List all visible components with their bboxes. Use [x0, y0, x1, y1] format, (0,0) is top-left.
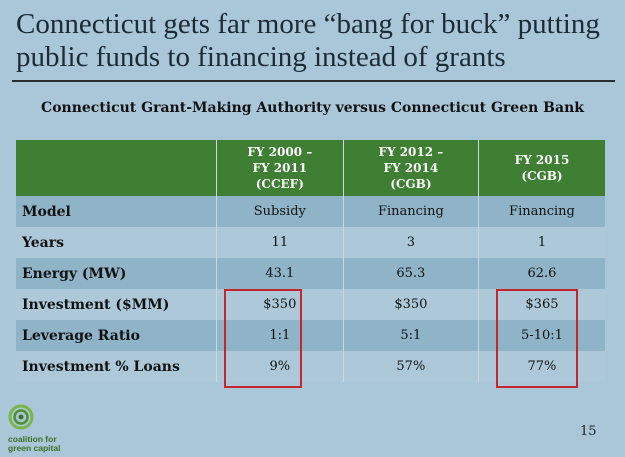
- table-row-investment: Investment ($MM) $350 $350 $365: [16, 289, 605, 320]
- table-header-row: FY 2000 – FY 2011 (CCEF) FY 2012 – FY 20…: [16, 140, 605, 196]
- table-row-energy: Energy (MW) 43.1 65.3 62.6: [16, 258, 605, 289]
- row-label: Energy (MW): [16, 258, 217, 289]
- header-line: FY 2014: [383, 161, 439, 175]
- table-row-leverage: Leverage Ratio 1:1 5:1 5-10:1: [16, 320, 605, 351]
- header-line: (CGB): [521, 169, 563, 183]
- highlight-box-fy2015-column: [496, 289, 578, 388]
- table-cell: 5:1: [343, 320, 479, 351]
- header-cell-fy2012-2014: FY 2012 – FY 2014 (CGB): [343, 140, 479, 196]
- header-cell-fy2015: FY 2015 (CGB): [478, 140, 605, 196]
- table-cell: 5-10:1: [478, 320, 605, 351]
- row-label: Leverage Ratio: [16, 320, 217, 351]
- table-cell: $350: [343, 289, 479, 320]
- table-caption: Connecticut Grant-Making Authority versu…: [41, 100, 584, 116]
- table-cell: 65.3: [343, 258, 479, 289]
- table-cell: 1: [478, 227, 605, 258]
- table-row-years: Years 11 3 1: [16, 227, 605, 258]
- row-label: Model: [16, 196, 217, 227]
- header-line: FY 2000 –: [247, 145, 313, 159]
- highlight-box-fy2000-column: [224, 289, 302, 388]
- table-cell: 3: [343, 227, 479, 258]
- logo-text-line: coalition for: [8, 434, 57, 444]
- table-cell: $365: [478, 289, 605, 320]
- header-line: (CCEF): [255, 177, 304, 191]
- coalition-logo: coalition for green capital: [8, 404, 88, 453]
- logo-text-line: green capital: [8, 443, 61, 453]
- logo-text: coalition for green capital: [8, 435, 88, 453]
- table-cell: Financing: [478, 196, 605, 227]
- header-line: (CGB): [390, 177, 432, 191]
- header-line: FY 2012 –: [378, 145, 444, 159]
- header-line: FY 2011: [252, 161, 308, 175]
- table-cell: $350: [216, 289, 344, 320]
- table-cell: Subsidy: [216, 196, 344, 227]
- table-cell: 43.1: [216, 258, 344, 289]
- header-cell-fy2000-2011: FY 2000 – FY 2011 (CCEF): [216, 140, 344, 196]
- table-cell: 62.6: [478, 258, 605, 289]
- header-line: FY 2015: [514, 153, 570, 167]
- table-cell: 1:1: [216, 320, 344, 351]
- row-label: Investment % Loans: [16, 351, 217, 382]
- table-cell: 77%: [478, 351, 605, 382]
- page-number: 15: [580, 424, 597, 439]
- green-spiral-logo-icon: [8, 404, 34, 430]
- slide-title: Connecticut gets far more “bang for buck…: [16, 8, 600, 73]
- title-divider: [12, 80, 615, 82]
- comparison-table: FY 2000 – FY 2011 (CCEF) FY 2012 – FY 20…: [16, 140, 605, 382]
- table-cell: Financing: [343, 196, 479, 227]
- row-label: Years: [16, 227, 217, 258]
- table-cell: 57%: [343, 351, 479, 382]
- table-row-loans: Investment % Loans 9% 57% 77%: [16, 351, 605, 382]
- table-cell: 11: [216, 227, 344, 258]
- table-row-model: Model Subsidy Financing Financing: [16, 196, 605, 227]
- row-label: Investment ($MM): [16, 289, 217, 320]
- table-cell: 9%: [216, 351, 344, 382]
- header-cell-empty: [16, 140, 217, 196]
